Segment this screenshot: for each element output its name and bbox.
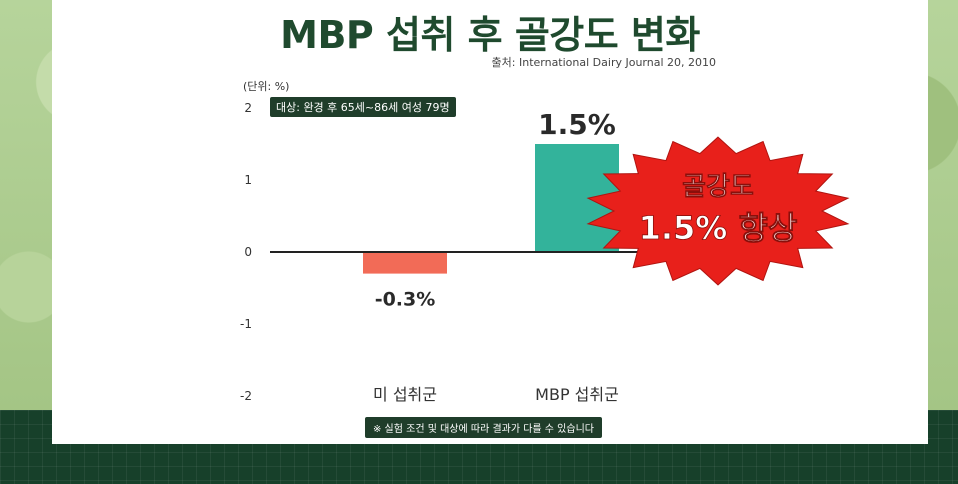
page-title: MBP 섭취 후 골강도 변화 <box>280 13 700 57</box>
y-tick-label: 1 <box>244 173 252 187</box>
callout-line1: 골강도 <box>682 172 754 202</box>
data-label: 1.5% <box>538 108 616 141</box>
bar <box>363 252 447 274</box>
unit-label: (단위: %) <box>243 80 290 93</box>
x-category-label: 미 섭취군 <box>373 385 437 404</box>
y-tick-label: 2 <box>244 101 252 115</box>
x-category-label: MBP 섭취군 <box>535 385 619 404</box>
y-tick-label: -2 <box>240 389 252 403</box>
subject-badge: 대상: 완경 후 65세~86세 여성 79명 <box>270 97 456 117</box>
starburst-callout <box>586 136 850 286</box>
source-note: 출처: International Dairy Journal 20, 2010 <box>491 56 716 69</box>
callout-line2: 1.5% 향상 <box>639 209 798 247</box>
y-tick-label: 0 <box>244 245 252 259</box>
data-label: -0.3% <box>375 289 436 311</box>
footnote-badge: ※ 실험 조건 및 대상에 따라 결과가 다를 수 있습니다 <box>365 417 602 438</box>
y-tick-label: -1 <box>240 317 252 331</box>
